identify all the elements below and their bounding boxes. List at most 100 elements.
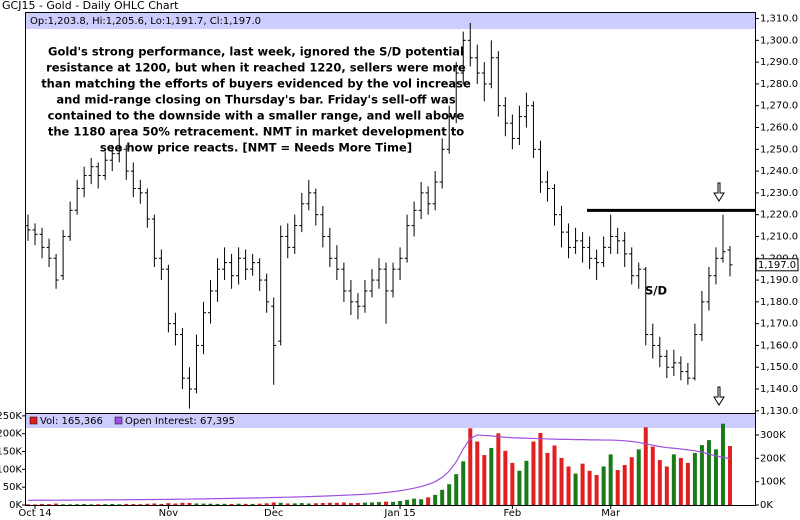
open-interest-line <box>27 434 731 501</box>
legend-label: Vol: 165,366 <box>40 416 103 427</box>
volume-bar <box>243 503 248 505</box>
y-tick-label: 50K <box>3 482 23 493</box>
annotation-line: than matching the efforts of buyers evid… <box>41 77 471 91</box>
annotation-line: Gold's strong performance, last week, ig… <box>48 45 464 59</box>
volume-bar <box>89 504 94 505</box>
volume-bar <box>194 503 199 505</box>
volume-bar <box>250 503 255 505</box>
volume-bar <box>538 432 543 505</box>
volume-bar <box>75 504 80 505</box>
y-tick-label: 1,210.0 <box>760 231 798 242</box>
volume-bar <box>327 502 332 505</box>
volume-bar <box>573 473 578 505</box>
volume-bar <box>622 465 627 505</box>
volume-bar <box>426 497 431 505</box>
last-price-label: 1,197.0 <box>758 260 796 271</box>
volume-bar <box>447 484 452 505</box>
volume-bar <box>461 461 466 505</box>
volume-bar <box>40 503 45 505</box>
ohlc-readout: Op:1,203.8, Hi:1,205.6, Lo:1,191.7, Cl:1… <box>30 16 261 27</box>
volume-bar <box>678 457 683 505</box>
volume-bar <box>369 502 374 505</box>
volume-bar <box>615 470 620 505</box>
y-tick-label: 0K <box>9 500 22 511</box>
volume-bar <box>236 503 241 505</box>
volume-bar <box>384 501 389 505</box>
x-tick-label: Oct 14 <box>18 508 51 519</box>
volume-bar <box>405 499 410 505</box>
y-tick-label: 150K <box>0 447 22 458</box>
volume-bar <box>33 504 38 505</box>
volume-bar <box>264 503 269 505</box>
volume-bar <box>82 504 87 505</box>
legend-label: Open Interest: 67,395 <box>125 416 235 427</box>
y-tick-label: 1,260.0 <box>760 123 798 134</box>
volume-bar <box>728 446 732 505</box>
volume-bar <box>713 449 718 505</box>
y-tick-label: 1,280.0 <box>760 79 798 90</box>
volume-bar <box>271 502 276 505</box>
arrow-marker <box>713 386 725 406</box>
volume-bar <box>419 499 424 505</box>
y-tick-label: 1,270.0 <box>760 101 798 112</box>
y-tick-label: 1,310.0 <box>760 14 798 25</box>
volume-bar <box>68 504 73 505</box>
x-tick-label: Dec <box>264 508 283 519</box>
volume-bar <box>720 423 725 505</box>
volume-bar <box>355 502 360 505</box>
y2-tick-label: 300K <box>760 430 786 441</box>
volume-bar <box>124 503 129 505</box>
volume-bar <box>299 503 304 505</box>
volume-bar <box>566 466 571 505</box>
volume-bar <box>671 454 676 505</box>
volume-bar <box>131 504 136 505</box>
volume-bar <box>692 452 697 505</box>
y-tick-label: 1,240.0 <box>760 166 798 177</box>
volume-bar <box>440 489 445 505</box>
volume-bar <box>138 504 143 505</box>
sd-label: S/D <box>645 284 667 298</box>
annotation-line: the 1180 area 50% retracement. NMT in ma… <box>48 125 464 139</box>
y2-tick-label: 200K <box>760 453 786 464</box>
y-tick-label: 1,140.0 <box>760 384 798 395</box>
volume-bar <box>61 504 66 505</box>
x-tick-label: Mar <box>601 508 621 519</box>
volume-panel <box>25 413 756 506</box>
volume-bar <box>159 503 164 505</box>
volume-bar <box>412 498 417 505</box>
volume-bar <box>26 504 30 505</box>
y-tick-label: 200K <box>0 429 22 440</box>
legend-swatch <box>114 416 123 425</box>
annotation-line: see how price reacts. [NMT = Needs More … <box>100 141 412 155</box>
volume-bar <box>517 470 522 505</box>
chart-title: GCJ15 - Gold - Daily OHLC Chart <box>2 0 179 12</box>
y-tick-label: 1,230.0 <box>760 188 798 199</box>
volume-bar <box>152 503 157 505</box>
volume-bar <box>524 460 529 505</box>
arrow-marker <box>713 182 725 202</box>
volume-bar <box>489 447 494 505</box>
volume-bar <box>96 504 101 505</box>
volume-bar <box>559 457 564 505</box>
x-tick-label: Nov <box>159 508 179 519</box>
volume-bar <box>145 503 150 505</box>
x-tick-label: Feb <box>504 508 522 519</box>
volume-bar <box>391 501 396 505</box>
volume-bar <box>362 502 367 505</box>
volume-bar <box>47 504 52 505</box>
volume-bar <box>510 462 515 505</box>
volume-bar <box>306 503 311 505</box>
y-tick-label: 1,150.0 <box>760 362 798 373</box>
volume-bar <box>643 427 648 505</box>
y-tick-label: 1,190.0 <box>760 275 798 286</box>
volume-bar <box>103 504 108 505</box>
volume-bar <box>229 503 234 505</box>
legend-swatch <box>29 416 38 425</box>
y-tick-label: 250K <box>0 411 22 422</box>
annotation-line: resistance at 1200, but when it reached … <box>46 61 466 75</box>
volume-bar <box>208 503 213 505</box>
volume-bar <box>180 502 185 505</box>
volume-bar <box>285 503 290 505</box>
volume-bar <box>657 460 662 505</box>
